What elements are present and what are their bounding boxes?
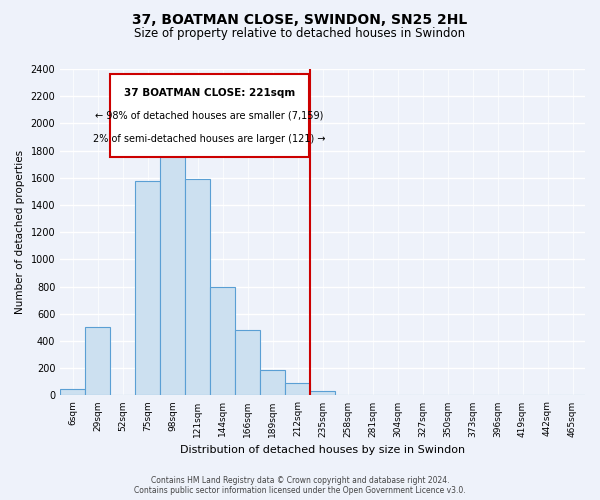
Bar <box>210 286 235 396</box>
Bar <box>160 130 185 396</box>
X-axis label: Distribution of detached houses by size in Swindon: Distribution of detached houses by size … <box>180 445 465 455</box>
Text: 2% of semi-detached houses are larger (121) →: 2% of semi-detached houses are larger (1… <box>93 134 326 144</box>
Bar <box>60 388 85 396</box>
Bar <box>185 179 210 396</box>
Text: 37, BOATMAN CLOSE, SWINDON, SN25 2HL: 37, BOATMAN CLOSE, SWINDON, SN25 2HL <box>133 12 467 26</box>
Text: Size of property relative to detached houses in Swindon: Size of property relative to detached ho… <box>134 28 466 40</box>
Bar <box>310 390 335 396</box>
FancyBboxPatch shape <box>110 74 309 158</box>
Text: 37 BOATMAN CLOSE: 221sqm: 37 BOATMAN CLOSE: 221sqm <box>124 88 295 98</box>
Bar <box>235 330 260 396</box>
Bar <box>85 328 110 396</box>
Bar <box>260 370 285 396</box>
Bar <box>135 180 160 396</box>
Bar <box>285 383 310 396</box>
Y-axis label: Number of detached properties: Number of detached properties <box>15 150 25 314</box>
Text: ← 98% of detached houses are smaller (7,159): ← 98% of detached houses are smaller (7,… <box>95 111 323 121</box>
Text: Contains HM Land Registry data © Crown copyright and database right 2024.
Contai: Contains HM Land Registry data © Crown c… <box>134 476 466 495</box>
